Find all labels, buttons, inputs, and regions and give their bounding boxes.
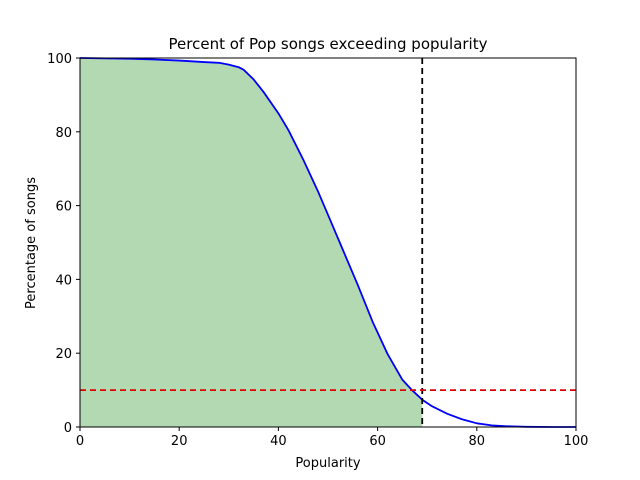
y-tick-label: 20 bbox=[55, 347, 72, 362]
y-tick-label: 40 bbox=[55, 273, 72, 288]
y-tick-label: 100 bbox=[47, 52, 72, 67]
plot-frame bbox=[79, 57, 577, 428]
plot-area: 0 20 40 60 80 100 0 20 40 60 80 100 bbox=[47, 52, 588, 449]
x-tick-label: 100 bbox=[564, 434, 589, 449]
series-line bbox=[79, 57, 577, 428]
y-tick-label: 80 bbox=[55, 126, 72, 141]
x-tick-label: 0 bbox=[76, 434, 84, 449]
x-tick-label: 60 bbox=[369, 434, 386, 449]
y-axis-label: Percentage of songs bbox=[24, 177, 39, 309]
x-tick-label: 20 bbox=[171, 434, 188, 449]
x-tick-label: 40 bbox=[270, 434, 287, 449]
x-axis-label: Popularity bbox=[295, 456, 360, 471]
x-tick-label: 80 bbox=[469, 434, 486, 449]
y-tick-label: 60 bbox=[55, 200, 72, 215]
area-fill bbox=[80, 58, 423, 427]
y-tick-label: 0 bbox=[64, 421, 72, 436]
chart-title: Percent of Pop songs exceeding popularit… bbox=[169, 35, 488, 53]
